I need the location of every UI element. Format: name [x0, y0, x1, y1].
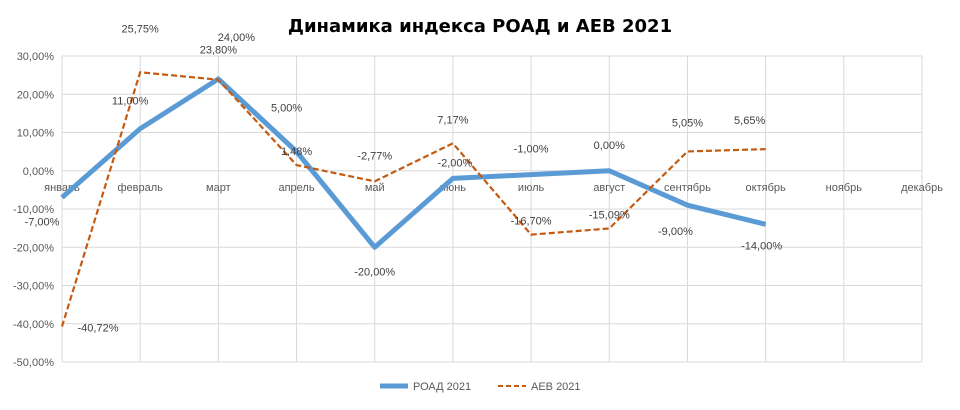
data-label: 23,80%: [200, 45, 238, 57]
x-tick-label: ноябрь: [826, 182, 863, 194]
data-label: 25,75%: [122, 23, 160, 35]
series-line-road: [60, 76, 767, 250]
y-tick-label: 20,00%: [17, 89, 55, 101]
x-tick-label: декабрь: [901, 182, 943, 194]
data-label: 11,00%: [112, 96, 149, 108]
data-label: -2,77%: [357, 150, 392, 162]
y-tick-label: 30,00%: [17, 51, 55, 63]
x-tick-label: сентябрь: [664, 182, 711, 194]
data-label: -9,00%: [658, 226, 693, 238]
data-label: -40,72%: [78, 323, 119, 335]
data-label: -20,00%: [354, 266, 395, 278]
x-tick-label: апрель: [278, 182, 314, 194]
data-label: 5,00%: [271, 103, 302, 115]
y-tick-label: -30,00%: [13, 281, 54, 293]
data-label: -14,00%: [741, 240, 782, 252]
y-tick-label: 10,00%: [17, 128, 55, 140]
y-tick-label: -10,00%: [13, 204, 54, 216]
data-label: -15,09%: [589, 209, 630, 221]
y-tick-label: -50,00%: [13, 357, 54, 369]
data-label: 5,05%: [672, 117, 703, 129]
x-tick-label: март: [206, 182, 231, 194]
data-label: 1,48%: [281, 146, 312, 158]
data-label: 7,17%: [437, 114, 468, 126]
y-tick-label: 0,00%: [23, 166, 54, 178]
x-tick-label: февраль: [117, 182, 163, 194]
x-tick-label: август: [593, 182, 625, 194]
legend-label: РОАД 2021: [413, 381, 471, 393]
x-tick-label: июль: [518, 182, 545, 194]
x-tick-label: май: [365, 182, 385, 194]
chart-title: Динамика индекса РОАД и АЕВ 2021: [288, 16, 672, 37]
data-label: 5,65%: [734, 115, 765, 127]
data-label: -7,00%: [25, 217, 60, 229]
y-tick-label: -40,00%: [13, 319, 54, 331]
y-tick-label: -20,00%: [13, 242, 54, 254]
data-label: 0,00%: [594, 140, 625, 152]
data-label: -16,70%: [511, 216, 552, 228]
x-tick-label: октябрь: [746, 182, 786, 194]
data-label: -2,00%: [437, 157, 472, 169]
data-label: -1,00%: [514, 144, 549, 156]
legend-label: АЕВ 2021: [531, 381, 581, 393]
data-label: 24,00%: [218, 32, 256, 44]
